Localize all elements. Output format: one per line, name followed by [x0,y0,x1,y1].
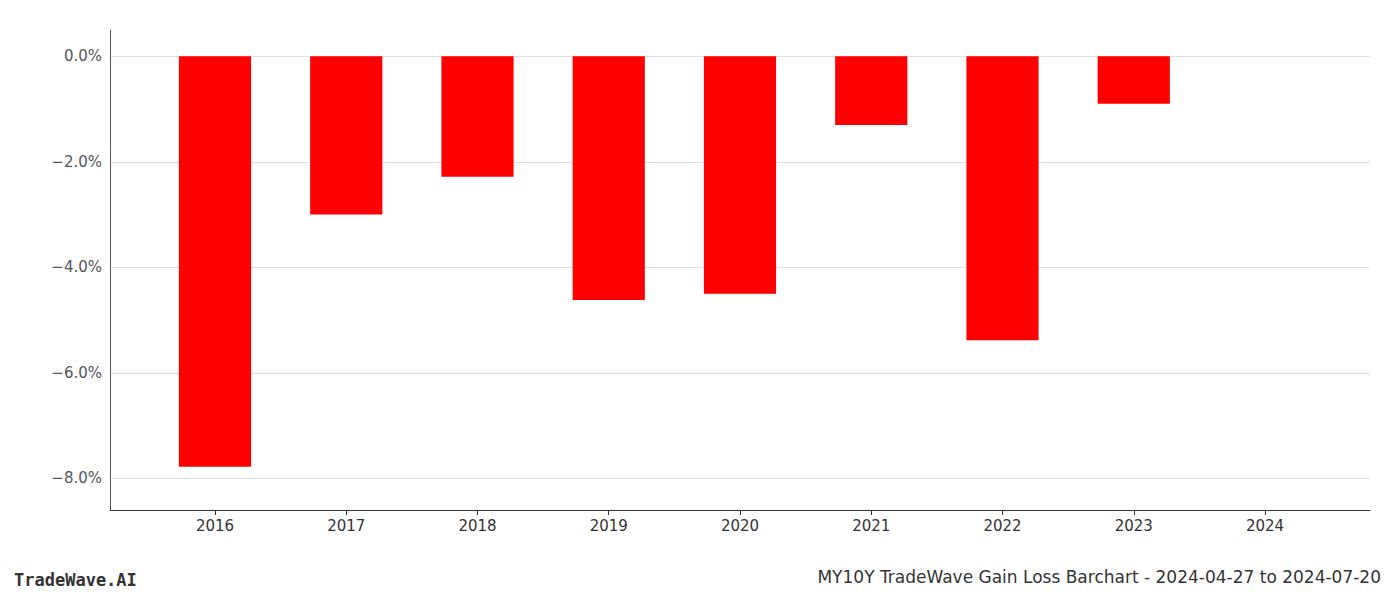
svg-text:TradeWave.AI: TradeWave.AI [14,570,137,590]
svg-text:−6.0%: −6.0% [51,364,102,382]
svg-text:−4.0%: −4.0% [51,258,102,276]
svg-text:2022: 2022 [983,517,1021,535]
svg-text:−2.0%: −2.0% [51,153,102,171]
svg-text:MY10Y TradeWave Gain Loss Barc: MY10Y TradeWave Gain Loss Barchart - 202… [817,567,1381,587]
svg-text:−8.0%: −8.0% [51,469,102,487]
svg-text:2023: 2023 [1115,517,1153,535]
svg-text:2024: 2024 [1246,517,1284,535]
svg-text:2017: 2017 [327,517,365,535]
svg-text:2016: 2016 [196,517,234,535]
svg-text:2021: 2021 [852,517,890,535]
svg-text:2019: 2019 [590,517,628,535]
svg-text:2020: 2020 [721,517,759,535]
svg-text:2018: 2018 [458,517,496,535]
svg-text:0.0%: 0.0% [64,47,102,65]
